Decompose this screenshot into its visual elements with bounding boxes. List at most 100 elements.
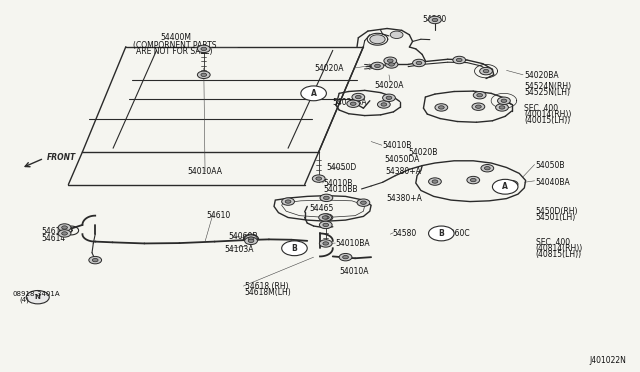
Circle shape: [384, 57, 397, 64]
Text: (COMPORNENT PARTS: (COMPORNENT PARTS: [132, 41, 216, 50]
Circle shape: [495, 104, 508, 111]
Circle shape: [381, 103, 387, 106]
Circle shape: [319, 240, 332, 247]
Text: 54610: 54610: [206, 211, 230, 220]
Text: 54010BB: 54010BB: [324, 185, 358, 194]
Circle shape: [244, 235, 257, 242]
Text: A: A: [310, 89, 317, 98]
Circle shape: [370, 35, 385, 44]
Circle shape: [456, 58, 462, 62]
Circle shape: [505, 180, 518, 188]
Circle shape: [312, 175, 325, 182]
Text: J401022N: J401022N: [589, 356, 627, 365]
Text: 54618 (RH): 54618 (RH): [244, 282, 288, 291]
Text: 54501(LH): 54501(LH): [536, 213, 576, 222]
Circle shape: [479, 67, 492, 75]
Text: N: N: [35, 294, 41, 300]
Circle shape: [201, 73, 207, 77]
Circle shape: [285, 200, 291, 203]
Circle shape: [501, 99, 507, 102]
Text: 54618M(LH): 54618M(LH): [244, 288, 291, 297]
Circle shape: [390, 31, 403, 38]
Circle shape: [339, 253, 352, 261]
Circle shape: [386, 96, 392, 99]
Circle shape: [197, 71, 210, 78]
Circle shape: [320, 194, 333, 202]
Circle shape: [248, 237, 254, 240]
Text: 54465: 54465: [310, 204, 334, 213]
Text: 54380+A: 54380+A: [387, 195, 422, 203]
Circle shape: [371, 62, 384, 70]
Text: 08918-3401A: 08918-3401A: [12, 291, 60, 297]
Circle shape: [201, 47, 207, 51]
Circle shape: [322, 216, 328, 219]
Circle shape: [61, 232, 67, 235]
Text: 54525N(LH): 54525N(LH): [524, 88, 570, 97]
Circle shape: [472, 103, 484, 110]
Text: 54010B: 54010B: [324, 179, 353, 188]
Circle shape: [388, 63, 394, 66]
Text: 54020BA: 54020BA: [524, 71, 559, 80]
Circle shape: [323, 196, 329, 199]
Text: 54020B: 54020B: [408, 148, 438, 157]
Text: SEC. 400: SEC. 400: [536, 238, 570, 247]
Circle shape: [320, 214, 333, 221]
Circle shape: [244, 237, 257, 244]
Circle shape: [467, 176, 479, 184]
Circle shape: [316, 177, 321, 180]
Text: (40014(RH)): (40014(RH)): [524, 110, 572, 119]
Circle shape: [432, 18, 438, 22]
Text: A: A: [502, 182, 508, 191]
Circle shape: [509, 183, 515, 186]
Circle shape: [58, 230, 71, 237]
Circle shape: [58, 224, 71, 231]
Circle shape: [499, 106, 505, 109]
Text: 54580: 54580: [393, 229, 417, 238]
Circle shape: [282, 241, 307, 256]
Text: FRONT: FRONT: [47, 153, 76, 161]
Text: 54380+A: 54380+A: [385, 167, 421, 176]
Circle shape: [435, 104, 448, 111]
Text: 54524N(RH): 54524N(RH): [524, 82, 572, 91]
Circle shape: [26, 291, 49, 304]
Circle shape: [484, 167, 490, 170]
Circle shape: [323, 242, 328, 245]
Circle shape: [481, 164, 493, 172]
Circle shape: [352, 93, 365, 101]
Circle shape: [429, 226, 454, 241]
Text: 54020A: 54020A: [374, 81, 404, 90]
Text: (40815(LH)): (40815(LH)): [536, 250, 582, 259]
Circle shape: [477, 93, 483, 97]
Text: 54020A: 54020A: [315, 64, 344, 73]
Circle shape: [429, 16, 442, 24]
Text: 54103A: 54103A: [224, 244, 253, 253]
Text: 5450D(RH): 5450D(RH): [536, 207, 579, 216]
Circle shape: [492, 179, 518, 194]
Text: 54010A: 54010A: [339, 267, 369, 276]
Text: 54050D: 54050D: [326, 163, 356, 172]
Text: (40814(RH)): (40814(RH)): [536, 244, 583, 253]
Circle shape: [301, 86, 326, 101]
Circle shape: [319, 221, 332, 229]
Circle shape: [347, 100, 360, 108]
Circle shape: [387, 59, 393, 62]
Circle shape: [357, 199, 370, 206]
Circle shape: [360, 201, 366, 204]
Text: SEC. 400: SEC. 400: [524, 104, 559, 113]
Text: (4): (4): [20, 297, 29, 304]
Circle shape: [497, 97, 510, 105]
Circle shape: [89, 256, 102, 264]
Text: 54050B: 54050B: [536, 161, 565, 170]
Circle shape: [323, 223, 328, 227]
Text: 54020BA: 54020BA: [332, 98, 367, 107]
Text: 54010BA: 54010BA: [335, 239, 370, 248]
Text: 54040BA: 54040BA: [536, 178, 571, 187]
Circle shape: [342, 256, 348, 259]
Text: 54060B: 54060B: [228, 232, 257, 241]
Text: 54050DA: 54050DA: [384, 155, 419, 164]
Circle shape: [453, 56, 466, 64]
Circle shape: [355, 95, 361, 99]
Circle shape: [374, 64, 380, 68]
Text: 54010AA: 54010AA: [188, 167, 223, 176]
Text: B: B: [438, 229, 444, 238]
